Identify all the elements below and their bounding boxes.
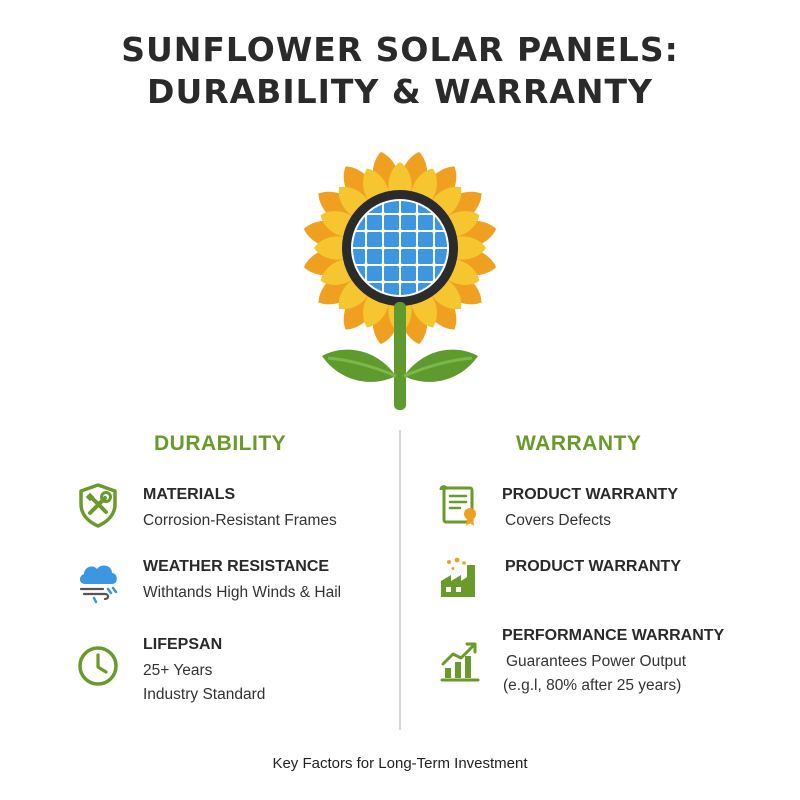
certificate-icon: [439, 485, 476, 526]
column-divider: [399, 430, 401, 730]
sunflower-solar-panel-icon: [303, 151, 497, 410]
performance-warranty-title: PERFORMANCE WARRANTY: [502, 627, 725, 644]
solar-cell: [401, 215, 416, 230]
warranty-heading: WARRANTY: [516, 432, 642, 455]
lifespan-title: LIFEPSAN: [143, 636, 223, 653]
product-warranty-title-1: PRODUCT WARRANTY: [502, 486, 678, 503]
solar-cell: [384, 249, 399, 264]
materials-desc: Corrosion-Resistant Frames: [143, 512, 337, 529]
solar-cell: [384, 266, 399, 281]
solar-cell: [401, 249, 416, 264]
lifespan-desc-1: 25+ Years: [143, 662, 213, 679]
page-title-line-1: SUNFLOWER SOLAR PANELS:: [121, 30, 679, 69]
footer-caption: Key Factors for Long-Term Investment: [272, 755, 528, 772]
solar-cell: [401, 232, 416, 247]
product-warranty-title-2: PRODUCT WARRANTY: [505, 558, 681, 575]
weather-resistance-desc: Withtands High Winds & Hail: [143, 584, 342, 601]
shield-tools-icon: [79, 483, 117, 528]
solar-cell: [418, 215, 433, 230]
solar-cell: [367, 249, 382, 264]
solar-cell: [367, 232, 382, 247]
solar-cell: [418, 232, 433, 247]
factory-icon: [441, 557, 475, 597]
cloud-rain-wind-icon: [79, 565, 118, 604]
product-warranty-desc-1: Covers Defects: [505, 512, 611, 529]
materials-title: MATERIALS: [143, 486, 236, 503]
clock-icon: [78, 646, 118, 686]
growth-chart-icon: [440, 642, 480, 682]
solar-cell: [367, 266, 382, 281]
solar-cell: [418, 266, 433, 281]
durability-heading: DURABILITY: [154, 432, 287, 455]
lifespan-desc-2: Industry Standard: [143, 686, 266, 703]
page-title-line-2: DURABILITY & WARRANTY: [147, 72, 653, 111]
performance-warranty-desc-2: (e.g.l, 80% after 25 years): [503, 677, 682, 694]
solar-cell: [384, 215, 399, 230]
solar-cell: [401, 266, 416, 281]
performance-warranty-desc-1: Guarantees Power Output: [506, 653, 687, 670]
weather-resistance-title: WEATHER RESISTANCE: [143, 558, 330, 575]
solar-cell: [367, 215, 382, 230]
solar-cell: [418, 249, 433, 264]
solar-cell: [384, 232, 399, 247]
